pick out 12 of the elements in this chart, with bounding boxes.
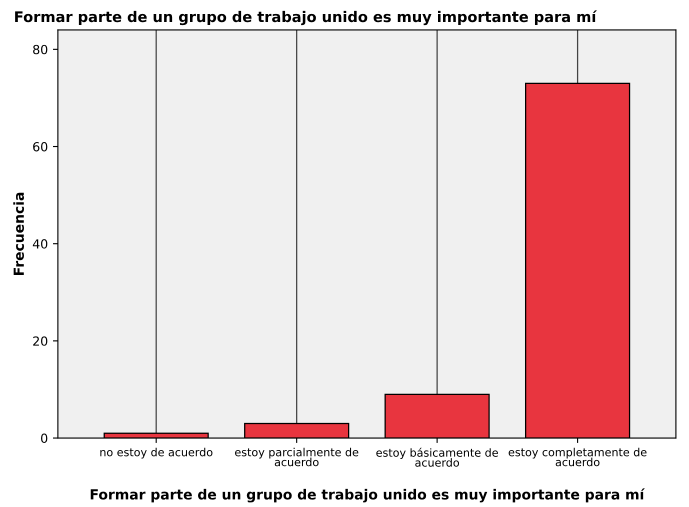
y-tick-label: 40 [32, 239, 48, 249]
x-tick-label: estoy parcialmente de acuerdo [235, 448, 358, 466]
y-axis-title: Frecuencia [13, 192, 24, 276]
x-tick-label: no estoy de acuerdo [100, 448, 212, 459]
y-tick-label: 20 [33, 336, 48, 346]
y-tick-label: 0 [41, 434, 48, 443]
y-tick-label: 60 [33, 142, 48, 152]
x-tick-label: estoy básicamente de acuerdo [376, 448, 498, 467]
x-tick-label: estoy completamente de acuerdo [508, 448, 647, 466]
y-tick-label: 80 [33, 44, 48, 54]
x-axis-title: Formar parte de un grupo de trabajo unido es muy importante para mí [90, 488, 645, 502]
chart-title: Formar parte de un grupo de trabajo unido es muy importante para mí [15, 10, 597, 26]
